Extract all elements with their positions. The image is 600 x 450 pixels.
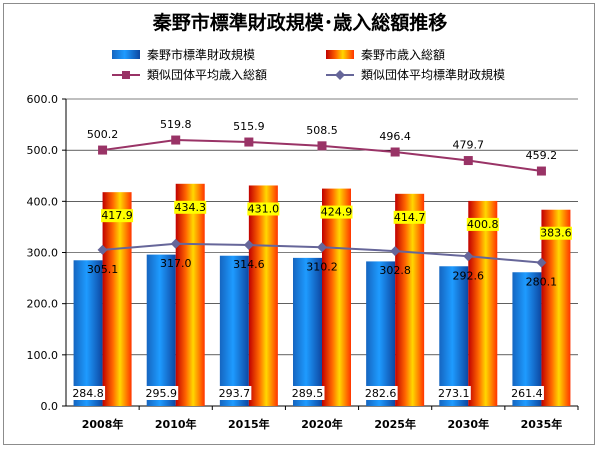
data-label-similar-revenue: 515.9: [233, 120, 265, 133]
bar-standard-scale: [219, 255, 249, 406]
marker-similar-scale: [390, 246, 401, 257]
bar-standard-scale: [293, 257, 322, 406]
legend-marker-similar-revenue: [122, 71, 130, 79]
data-label-box-standard-scale: [436, 386, 471, 400]
legend-swatch-standard-scale: [112, 50, 140, 59]
marker-similar-revenue: [244, 137, 254, 147]
data-label-standard-scale: 289.5: [292, 387, 324, 400]
data-label-similar-scale: 292.6: [453, 269, 485, 282]
x-tick-label: 2008年: [82, 417, 124, 431]
data-label-box-revenue-total: [101, 209, 134, 223]
bar-standard-scale: [73, 260, 103, 406]
legend-swatch-revenue-total: [326, 50, 354, 59]
data-label-standard-scale: 273.1: [438, 387, 470, 400]
y-tick-label: 200.0: [27, 298, 59, 311]
marker-similar-scale: [463, 251, 474, 262]
data-label-standard-scale: 284.8: [72, 387, 104, 400]
legend-marker-similar-scale: [335, 70, 345, 80]
y-tick-label: 500.0: [27, 144, 59, 157]
marker-similar-scale: [170, 238, 181, 249]
data-label-similar-revenue: 496.4: [379, 130, 411, 143]
marker-similar-scale: [317, 242, 327, 253]
data-label-similar-revenue: 519.8: [160, 118, 192, 131]
data-label-standard-scale: 293.7: [219, 387, 251, 400]
data-label-box-standard-scale: [217, 386, 252, 400]
data-label-similar-revenue: 459.2: [526, 149, 558, 162]
data-label-similar-scale: 280.1: [526, 276, 558, 289]
legend: 秦野市標準財政規模 秦野市歳入総額 類似団体平均歳入総額 類似団体平均標準財政規…: [112, 47, 505, 82]
bar-revenue-total: [248, 185, 278, 406]
y-tick-label: 600.0: [27, 93, 59, 106]
data-label-similar-scale: 317.0: [160, 257, 192, 270]
x-tick-label: 2015年: [228, 417, 270, 431]
bar-revenue-total: [175, 183, 205, 406]
bar-standard-scale: [146, 254, 176, 406]
legend-label-similar-scale: 類似団体平均標準財政規模: [361, 67, 505, 82]
data-label-revenue-total: 431.0: [248, 202, 280, 215]
x-tick-label: 2025年: [374, 417, 416, 431]
bar-revenue-total: [395, 193, 425, 406]
marker-similar-scale: [536, 257, 547, 268]
data-label-box-standard-scale: [509, 386, 544, 400]
marker-similar-scale: [243, 240, 254, 251]
data-label-revenue-total: 424.9: [321, 206, 353, 219]
data-label-similar-revenue: 500.2: [87, 128, 119, 141]
data-label-revenue-total: 434.3: [174, 201, 206, 214]
data-label-box-standard-scale: [290, 386, 325, 400]
data-label-revenue-total: 400.8: [467, 218, 499, 231]
bar-standard-scale: [439, 266, 469, 406]
data-label-box-revenue-total: [393, 210, 426, 224]
bar-revenue-total: [322, 188, 351, 406]
chart-title: 秦野市標準財政規模･歳入総額推移: [152, 11, 448, 34]
bar-revenue-total: [102, 192, 132, 406]
marker-similar-revenue: [317, 141, 327, 151]
data-label-similar-scale: 310.2: [306, 260, 338, 273]
data-label-box-standard-scale: [363, 386, 398, 400]
legend-label-similar-revenue: 類似団体平均歳入総額: [147, 68, 267, 82]
data-label-box-revenue-total: [466, 217, 499, 231]
x-tick-label: 2035年: [521, 417, 563, 431]
data-label-similar-scale: 314.6: [233, 258, 265, 271]
marker-similar-scale: [97, 244, 108, 255]
legend-label-revenue-total: 秦野市歳入総額: [361, 47, 445, 62]
data-label-standard-scale: 295.9: [145, 387, 177, 400]
y-tick-label: 400.0: [27, 195, 59, 208]
data-label-standard-scale: 261.4: [511, 387, 543, 400]
data-label-box-revenue-total: [539, 226, 572, 240]
marker-similar-revenue: [463, 156, 473, 166]
x-tick-label: 2010年: [155, 417, 197, 431]
data-label-standard-scale: 282.6: [365, 387, 397, 400]
data-label-box-standard-scale: [144, 386, 179, 400]
x-tick-label: 2020年: [301, 417, 343, 431]
bar-standard-scale: [366, 261, 396, 406]
legend-label-standard-scale: 秦野市標準財政規模: [147, 47, 255, 62]
marker-similar-revenue: [536, 166, 546, 176]
data-label-box-revenue-total: [174, 200, 207, 214]
data-label-box-standard-scale: [71, 386, 106, 400]
bar-revenue-total: [541, 209, 571, 406]
marker-similar-revenue: [390, 147, 400, 157]
data-label-similar-scale: 305.1: [87, 263, 119, 276]
bar-standard-scale: [512, 272, 542, 406]
bar-revenue-total: [468, 200, 498, 406]
data-label-box-revenue-total: [320, 205, 353, 219]
marker-similar-revenue: [171, 135, 181, 145]
data-label-box-revenue-total: [247, 202, 280, 216]
y-tick-label: 100.0: [27, 349, 59, 362]
data-label-revenue-total: 383.6: [540, 227, 572, 240]
data-label-similar-revenue: 479.7: [453, 139, 485, 152]
data-label-revenue-total: 414.7: [394, 211, 426, 224]
data-label-similar-revenue: 508.5: [306, 124, 338, 137]
x-tick-label: 2030年: [447, 417, 489, 431]
y-tick-label: 0.0: [41, 400, 59, 413]
data-label-similar-scale: 302.8: [379, 264, 411, 277]
y-tick-label: 300.0: [27, 247, 59, 260]
data-label-revenue-total: 417.9: [101, 209, 133, 222]
marker-similar-revenue: [98, 145, 108, 155]
plot-area: 0.0 100.0 200.0 300.0 400.0 500.0 600.0 2008年 20…: [27, 93, 579, 431]
